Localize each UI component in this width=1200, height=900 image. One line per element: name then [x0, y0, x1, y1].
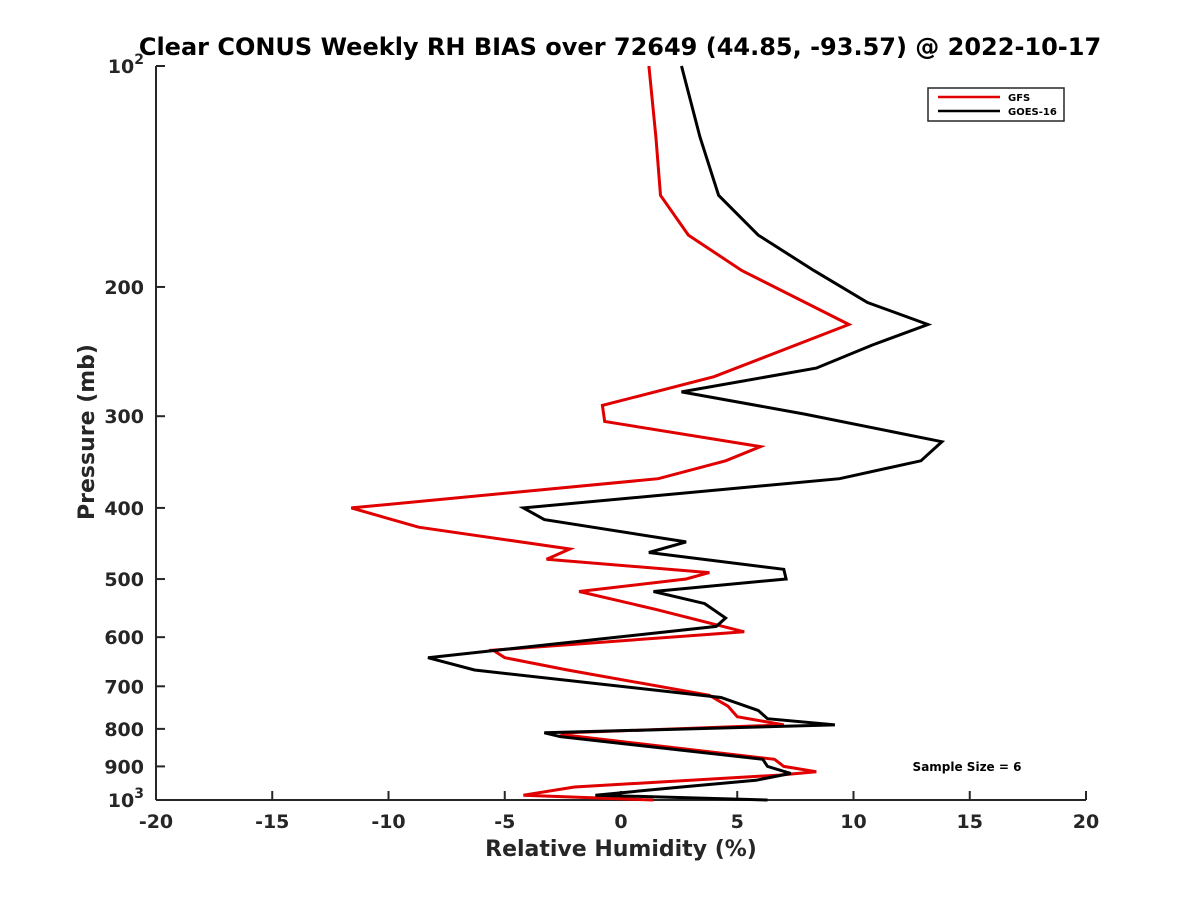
- x-tick-label: 15: [957, 811, 983, 833]
- x-tick-label: -20: [139, 811, 173, 833]
- series-line-goes-16: [427, 65, 946, 802]
- y-tick-label: 102: [108, 52, 144, 78]
- legend-box: [927, 87, 1065, 122]
- legend-label-goes-16: GOES-16: [1008, 107, 1057, 118]
- legend-label-gfs: GFS: [1008, 93, 1030, 104]
- chart-title: Clear CONUS Weekly RH BIAS over 72649 (4…: [139, 33, 1101, 61]
- y-tick-label: 103: [108, 786, 144, 812]
- y-tick-label: 400: [104, 498, 144, 520]
- x-tick-label: 0: [614, 811, 627, 833]
- series-layer: [350, 65, 946, 802]
- legend: GFS GOES-16: [927, 87, 1065, 122]
- y-axis-label: Pressure (mb): [75, 344, 100, 520]
- y-tick-label: 300: [104, 406, 144, 428]
- x-tick-label: 5: [731, 811, 744, 833]
- sample-size-annotation: Sample Size = 6: [913, 760, 1022, 774]
- x-tick-label: -5: [494, 811, 515, 833]
- y-tick-label: 200: [104, 277, 144, 299]
- x-tick-label: 10: [840, 811, 866, 833]
- y-tick-label: 700: [104, 676, 144, 698]
- x-tick-label: 20: [1073, 811, 1099, 833]
- y-tick-label: 600: [104, 627, 144, 649]
- series-line-gfs: [350, 65, 853, 802]
- x-tick-label: -10: [371, 811, 405, 833]
- y-tick-label: 900: [104, 756, 144, 778]
- x-tick-label: -15: [255, 811, 289, 833]
- x-axis-label: Relative Humidity (%): [485, 837, 757, 862]
- y-tick-label: 800: [104, 719, 144, 741]
- y-tick-label: 500: [104, 569, 144, 591]
